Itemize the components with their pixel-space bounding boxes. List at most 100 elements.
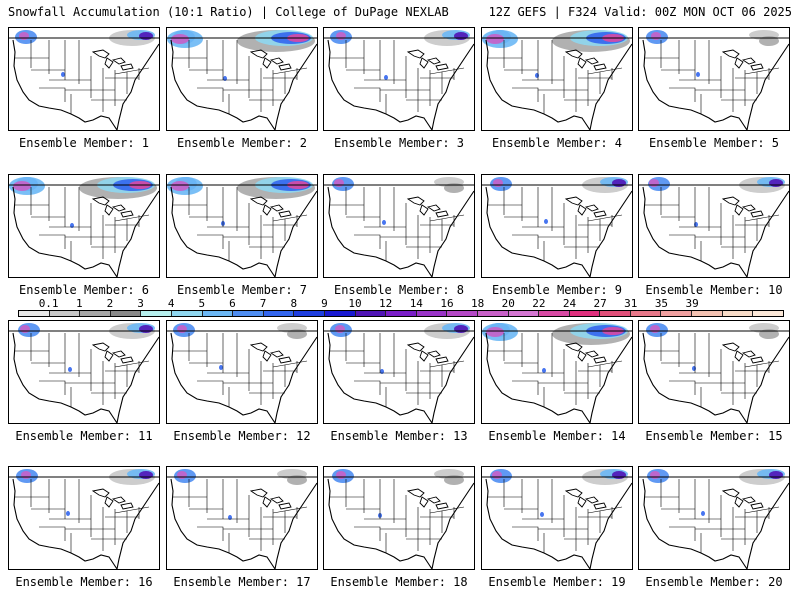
us-map bbox=[639, 177, 789, 277]
us-map bbox=[324, 323, 474, 423]
snow-area bbox=[769, 471, 783, 479]
state-boundaries bbox=[645, 40, 780, 114]
coastline bbox=[642, 39, 789, 130]
legend-tick-label: 14 bbox=[409, 297, 423, 310]
us-map bbox=[9, 177, 159, 277]
great-lakes bbox=[564, 196, 607, 218]
snow-area bbox=[454, 32, 468, 40]
snow-area bbox=[492, 471, 502, 479]
coastline bbox=[170, 39, 317, 130]
ensemble-map-panel bbox=[8, 174, 160, 278]
snow-area bbox=[493, 179, 503, 187]
coastline bbox=[170, 332, 317, 423]
legend-tick-label: 0.1 bbox=[38, 297, 59, 310]
ensemble-map-panel bbox=[166, 466, 318, 570]
snow-area bbox=[612, 179, 626, 187]
snow-area bbox=[542, 368, 546, 373]
coastline bbox=[170, 186, 317, 277]
ensemble-map-panel bbox=[481, 320, 633, 424]
state-boundaries bbox=[488, 187, 623, 261]
member-caption: Ensemble Member: 9 bbox=[491, 283, 623, 297]
ensemble-map-panel bbox=[8, 466, 160, 570]
legend-swatch bbox=[692, 311, 723, 316]
us-map bbox=[639, 323, 789, 423]
snow-area bbox=[336, 32, 346, 40]
great-lakes bbox=[249, 196, 292, 218]
snow-area bbox=[139, 471, 153, 479]
great-lakes bbox=[249, 49, 292, 71]
great-lakes bbox=[721, 488, 764, 510]
coastline bbox=[327, 478, 474, 569]
ensemble-map-panel bbox=[323, 466, 475, 570]
snow-area bbox=[13, 181, 31, 191]
ensemble-map-panel bbox=[323, 320, 475, 424]
coastline bbox=[485, 332, 632, 423]
legend-tick-label: 16 bbox=[440, 297, 454, 310]
legend-swatch bbox=[386, 311, 417, 316]
coastline bbox=[12, 186, 159, 277]
us-map bbox=[167, 323, 317, 423]
color-scale-legend bbox=[18, 310, 784, 317]
ensemble-map-panel bbox=[323, 27, 475, 131]
legend-swatch bbox=[416, 311, 448, 316]
legend-tick-label: 22 bbox=[532, 297, 546, 310]
legend-swatch bbox=[539, 311, 570, 316]
snow-area bbox=[694, 222, 698, 227]
us-map bbox=[324, 469, 474, 569]
legend-tick-label: 6 bbox=[229, 297, 236, 310]
snow-area bbox=[68, 367, 72, 372]
ensemble-map-panel bbox=[8, 320, 160, 424]
legend-swatch bbox=[753, 311, 783, 316]
great-lakes bbox=[249, 342, 292, 364]
ensemble-map-panel bbox=[8, 27, 160, 131]
snow-area bbox=[66, 511, 70, 516]
member-caption: Ensemble Member: 16 bbox=[15, 575, 153, 589]
us-map bbox=[482, 177, 632, 277]
us-map bbox=[482, 30, 632, 130]
legend-swatch bbox=[110, 311, 142, 316]
snow-area bbox=[696, 72, 700, 77]
snow-area bbox=[649, 179, 659, 187]
coastline bbox=[485, 186, 632, 277]
legend-tick-label: 7 bbox=[259, 297, 267, 310]
coastline bbox=[327, 39, 474, 130]
legend-swatch bbox=[355, 311, 387, 316]
legend-swatch bbox=[630, 311, 662, 316]
member-caption: Ensemble Member: 12 bbox=[173, 429, 311, 443]
great-lakes bbox=[249, 488, 292, 510]
state-boundaries bbox=[173, 333, 308, 407]
legend-tick-label: 3 bbox=[137, 297, 144, 310]
member-caption: Ensemble Member: 1 bbox=[18, 136, 150, 150]
snow-area bbox=[486, 34, 504, 44]
snow-area bbox=[61, 72, 65, 77]
member-caption: Ensemble Member: 8 bbox=[333, 283, 465, 297]
legend-swatch bbox=[508, 311, 540, 316]
ensemble-map-panel bbox=[638, 27, 790, 131]
great-lakes bbox=[91, 342, 134, 364]
snow-area bbox=[486, 327, 504, 337]
snow-area bbox=[335, 325, 345, 333]
member-caption: Ensemble Member: 19 bbox=[488, 575, 626, 589]
snow-area bbox=[701, 511, 705, 516]
snow-area bbox=[21, 471, 31, 479]
legend-swatch bbox=[263, 311, 295, 316]
us-map bbox=[482, 323, 632, 423]
chart-title: Snowfall Accumulation (10:1 Ratio) | Col… bbox=[8, 5, 449, 19]
legend-tick-label: 1 bbox=[75, 297, 83, 310]
ensemble-map-panel bbox=[166, 320, 318, 424]
great-lakes bbox=[721, 49, 764, 71]
state-boundaries bbox=[173, 187, 308, 261]
snow-area bbox=[219, 365, 223, 370]
legend-tick-label: 18 bbox=[470, 297, 485, 310]
member-caption: Ensemble Member: 6 bbox=[18, 283, 150, 297]
snow-area bbox=[177, 325, 187, 333]
great-lakes bbox=[91, 196, 134, 218]
coastline bbox=[642, 332, 789, 423]
ensemble-map-panel bbox=[166, 174, 318, 278]
ensemble-map-panel bbox=[166, 27, 318, 131]
snow-area bbox=[334, 179, 344, 187]
coastline bbox=[327, 186, 474, 277]
state-boundaries bbox=[645, 187, 780, 261]
great-lakes bbox=[721, 342, 764, 364]
ensemble-map-panel bbox=[481, 27, 633, 131]
